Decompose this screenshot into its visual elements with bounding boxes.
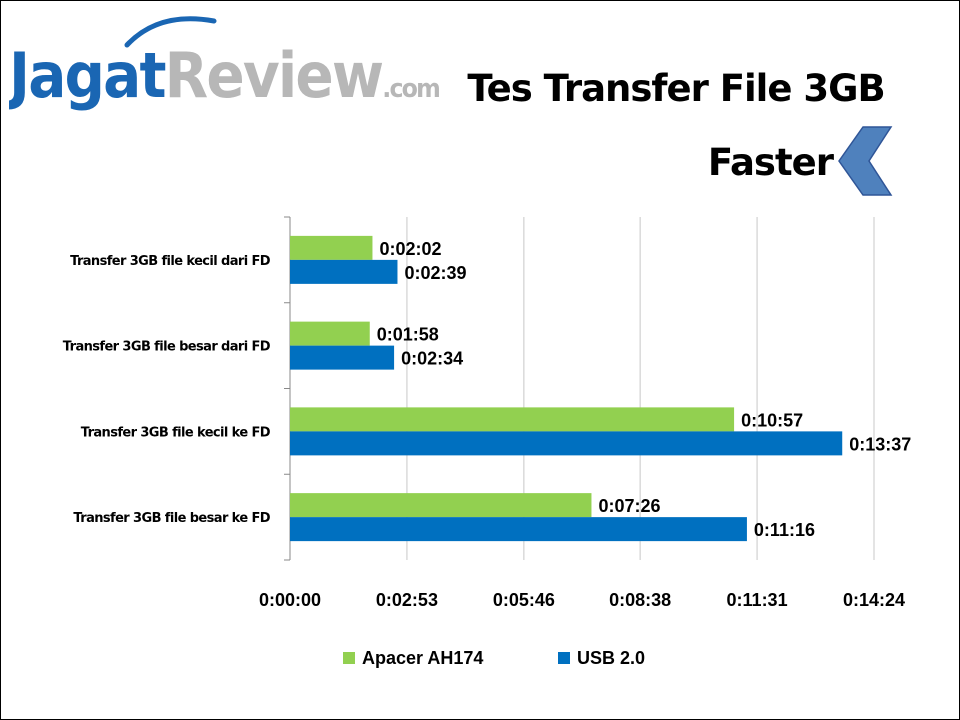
bar-apacer [290,493,592,518]
chevron-left-icon [838,126,893,196]
faster-label: Faster [707,141,834,184]
legend-swatch-apacer [343,652,355,664]
category-label: Transfer 3GB file kecil ke FD [81,425,271,440]
chart-title: Tes Transfer File 3GB [467,67,885,110]
bar-usb [290,517,747,542]
category-label: Transfer 3GB file besar ke FD [73,511,270,526]
bar-usb [290,345,395,370]
data-label: 0:02:34 [401,349,463,369]
data-label: 0:02:02 [379,239,441,259]
logo-text-review: Review [165,39,383,112]
x-tick-label: 0:14:24 [843,590,905,610]
x-tick-label: 0:00:00 [259,590,321,610]
x-tick-label: 0:08:38 [609,590,671,610]
bar-usb [290,259,398,284]
bar-apacer [290,407,735,432]
category-label: Transfer 3GB file kecil dari FD [70,254,271,269]
bar-apacer [290,321,370,346]
chart-legend: Apacer AH174 USB 2.0 [1,645,959,671]
x-tick-label: 0:02:53 [376,590,438,610]
data-label: 0:02:39 [404,263,466,283]
legend-swatch-usb [558,652,570,664]
data-label: 0:07:26 [598,496,660,516]
data-label: 0:11:16 [754,520,815,540]
logo-text-jagat: Jagat [9,39,166,112]
x-tick-label: 0:11:31 [727,590,788,610]
bar-usb [290,431,843,456]
legend-label-usb: USB 2.0 [577,647,646,668]
x-tick-label: 0:05:46 [493,590,555,610]
data-label: 0:01:58 [377,325,439,345]
jagatreview-logo: JagatReview.com [9,16,442,112]
legend-item-apacer: Apacer AH174 [343,645,483,671]
svg-text:JagatReview.com: JagatReview.com [9,39,440,112]
legend-label-apacer: Apacer AH174 [362,647,484,668]
category-label: Transfer 3GB file besar dari FD [63,340,271,355]
data-label: 0:13:37 [849,434,911,454]
data-label: 0:10:57 [741,410,803,430]
bar-chart: 0:00:00 0:02:53 0:05:46 0:08:38 0:11:31 0:14:… [63,216,911,610]
legend-item-usb: USB 2.0 [558,645,645,671]
bar-apacer [290,235,373,260]
logo-text-com: .com [382,74,440,104]
logo-swoosh [124,16,217,48]
